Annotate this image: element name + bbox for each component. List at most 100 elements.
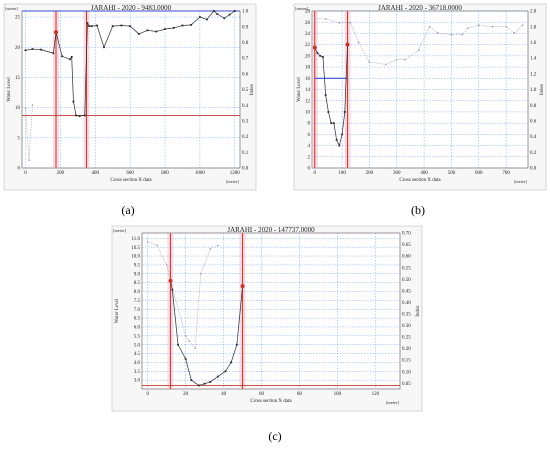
y-tick-label: 15 xyxy=(15,76,21,81)
y-tick-label: 5.0 xyxy=(134,343,141,348)
x-unit-label: [meter] xyxy=(226,179,240,184)
index-profile-point xyxy=(28,159,30,161)
y2-tick-label: 1.4 xyxy=(530,57,537,62)
y-tick-label: 24 xyxy=(305,32,311,37)
chart-title: JARAHI - 2020 - 9483.0000 xyxy=(91,4,172,12)
y2-tick-label: 0.65 xyxy=(402,243,411,248)
index-profile-point xyxy=(184,335,187,337)
bed-profile-point xyxy=(190,379,193,382)
bed-profile-point xyxy=(61,55,64,58)
index-profile-point xyxy=(194,347,196,350)
y2-tick-label: 0.50 xyxy=(402,278,411,283)
chart-title: JARAHI - 2020 - 36718.0000 xyxy=(378,4,462,12)
y-tick-label: 8 xyxy=(308,122,311,127)
y2-tick-label: 0.3 xyxy=(242,120,249,125)
bed-profile-point xyxy=(90,25,93,27)
index-profile-line xyxy=(25,105,33,161)
bed-profile-point xyxy=(330,122,333,125)
y2-axis-label: Index xyxy=(416,305,421,317)
bed-profile-point xyxy=(86,22,89,24)
y-axis-label: Water Level xyxy=(297,77,302,102)
bed-profile-point xyxy=(198,16,201,18)
y-tick-label: 0 xyxy=(308,167,311,172)
x-unit-label: [meter] xyxy=(514,179,528,184)
y2-tick-label: 1.0 xyxy=(530,88,537,93)
bed-profile-point xyxy=(52,52,55,55)
x-tick-label: 1000 xyxy=(195,171,206,176)
x-tick-label: 0 xyxy=(146,392,149,397)
index-profile-point xyxy=(31,104,34,106)
bed-profile-point xyxy=(216,375,219,378)
bank-point xyxy=(54,30,59,35)
x-axis-label: Cross section X data xyxy=(110,178,152,183)
chart-title: JARAHI - 2020 - 147737.0000 xyxy=(227,226,315,234)
bed-profile-point xyxy=(322,56,324,58)
y2-tick-label: 0.7 xyxy=(242,57,249,62)
bed-profile-point xyxy=(72,100,75,103)
y-tick-label: 26 xyxy=(305,21,311,26)
index-profile-point xyxy=(200,272,202,275)
x-tick-label: 40 xyxy=(221,392,227,397)
panel-c: JARAHI - 2020 - 147737.0000 [meter] [meter… xyxy=(111,225,423,412)
bed-profile-point xyxy=(324,94,327,97)
bed-profile-point xyxy=(31,48,34,50)
y2-tick-label: 0.4 xyxy=(242,104,249,109)
bed-profile-point xyxy=(103,46,105,49)
index-profile-point xyxy=(24,107,27,110)
y-tick-label: 25 xyxy=(15,16,21,21)
y2-tick-label: 0.40 xyxy=(402,301,411,306)
index-profile-point xyxy=(395,58,398,61)
y-tick-label: 10.5 xyxy=(131,246,140,251)
x-unit-label: [meter] xyxy=(386,400,400,405)
y2-tick-label: 1.0 xyxy=(242,10,249,15)
y-tick-label: 16 xyxy=(305,77,311,82)
y-unit-label: [meter] xyxy=(113,228,127,233)
y-tick-label: 4 xyxy=(308,144,311,149)
index-profile-point xyxy=(357,41,360,44)
x-tick-label: 200 xyxy=(366,171,374,176)
x-tick-label: 0 xyxy=(313,171,316,176)
index-profile-point xyxy=(313,18,316,20)
x-axis-label: Cross section X data xyxy=(399,178,441,183)
bed-profile-point xyxy=(341,133,343,136)
y2-axis-label: Index xyxy=(250,83,255,95)
bed-profile-point xyxy=(327,111,330,113)
x-tick-label: 500 xyxy=(448,171,456,176)
y2-tick-label: 0.15 xyxy=(402,359,411,364)
y-tick-label: 6.0 xyxy=(134,326,141,331)
y-tick-label: 18 xyxy=(305,66,311,71)
bed-profile-point xyxy=(164,28,166,31)
bed-profile-point xyxy=(316,52,319,54)
y2-tick-label: 0.20 xyxy=(402,347,411,352)
bed-profile-point xyxy=(24,49,27,52)
x-tick-label: 20 xyxy=(183,392,189,397)
x-tick-label: 400 xyxy=(91,171,99,176)
x-tick-label: 1200 xyxy=(230,171,241,176)
bed-profile-point xyxy=(233,10,236,12)
y-tick-label: 7.5 xyxy=(134,299,141,304)
x-tick-label: 0 xyxy=(24,171,27,176)
y-tick-label: 6.5 xyxy=(134,317,141,322)
bed-profile-point xyxy=(40,48,43,51)
y2-tick-label: 0.10 xyxy=(402,370,411,375)
y-tick-label: 5 xyxy=(18,136,21,141)
y-tick-label: 28 xyxy=(305,10,311,15)
y2-tick-label: 1.8 xyxy=(530,25,537,30)
bed-profile-point xyxy=(137,33,140,35)
y-tick-label: 12 xyxy=(305,99,311,104)
bed-profile-point xyxy=(198,384,200,387)
x-tick-label: 400 xyxy=(420,171,428,176)
y-tick-label: 11.0 xyxy=(131,237,140,242)
bed-profile-point xyxy=(224,370,227,373)
bed-profile-point xyxy=(223,17,226,20)
y2-tick-label: 0.2 xyxy=(242,135,249,140)
x-axis-label: Cross section X data xyxy=(250,399,292,404)
y-tick-label: 10.0 xyxy=(131,255,140,260)
y2-tick-label: 0.6 xyxy=(530,120,537,125)
y-tick-label: 8.5 xyxy=(134,281,141,286)
y2-tick-label: 0.0 xyxy=(242,167,249,172)
y2-tick-label: 0.25 xyxy=(402,336,411,341)
y-tick-label: 3.0 xyxy=(134,379,141,384)
index-profile-point xyxy=(461,33,464,36)
